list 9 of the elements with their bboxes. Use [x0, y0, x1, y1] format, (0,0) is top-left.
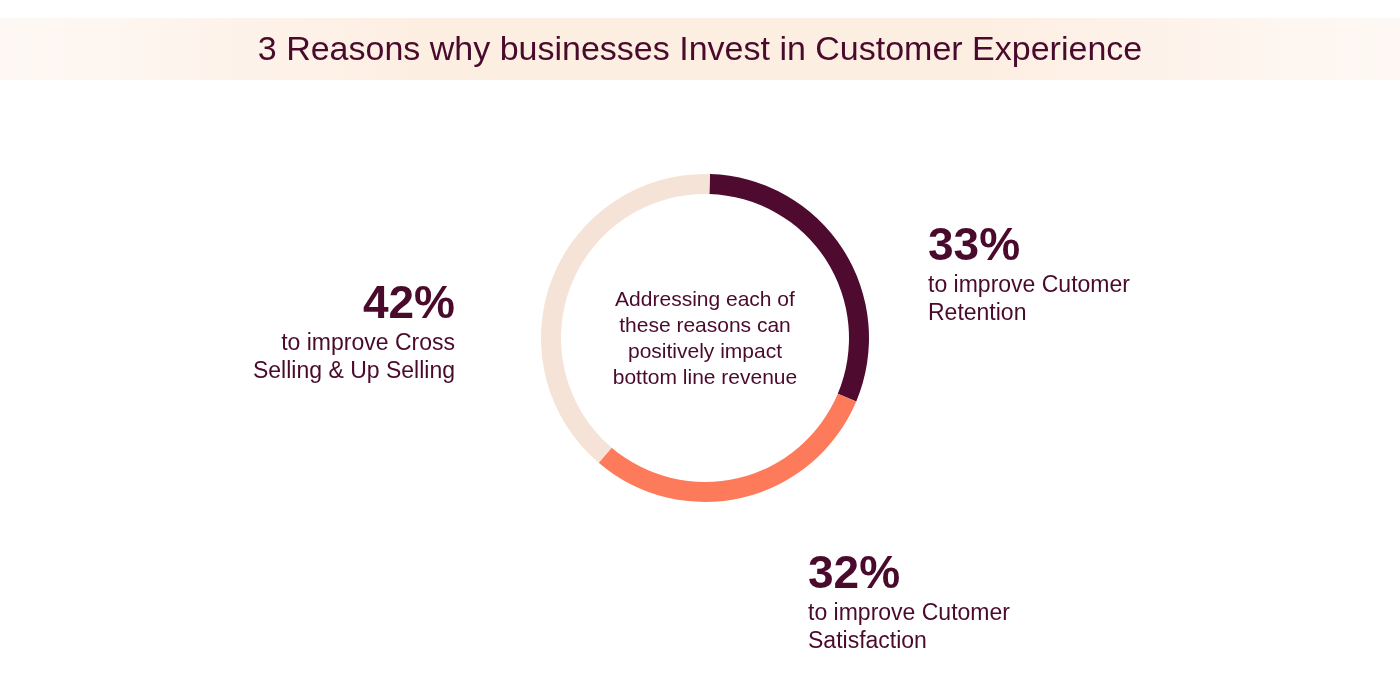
slice-label: to improve Cross Selling & Up Selling: [252, 329, 455, 383]
text: Addressing each of these reasons can positively impact bottom line revenue: [612, 287, 798, 388]
slice-label: to improve Cutomer Retention: [928, 271, 1131, 325]
donut-slice: [598, 393, 857, 502]
data-label: 32%: [808, 546, 901, 598]
data-label: 33%: [928, 218, 1021, 270]
data-label: 42%: [362, 276, 455, 328]
slice-label: to improve Cutomer Satisfaction: [808, 599, 1011, 653]
chart-title: 3 Reasons why businesses Invest in Customer Experience: [257, 29, 1143, 67]
